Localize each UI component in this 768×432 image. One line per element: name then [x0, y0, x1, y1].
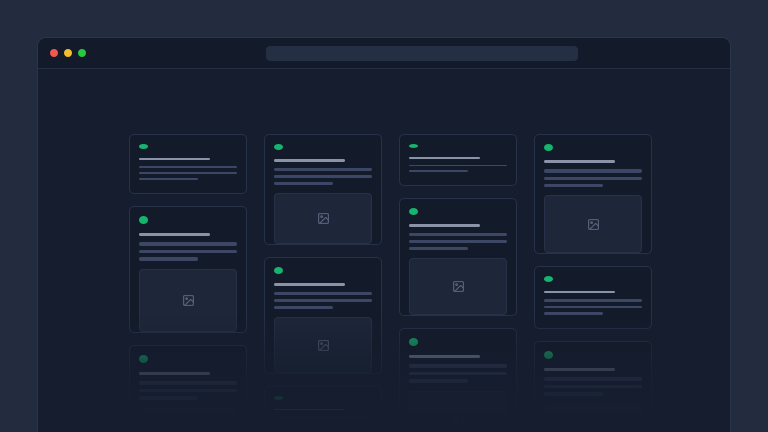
card[interactable]	[129, 345, 247, 432]
body-skeleton-line	[139, 242, 237, 246]
body-skeleton-line	[139, 257, 198, 261]
status-dot	[274, 267, 283, 274]
body-skeleton-line	[139, 171, 237, 174]
body-skeleton-line	[409, 364, 507, 368]
body-skeleton-line	[544, 299, 642, 302]
title-skeleton-line	[139, 232, 210, 237]
card[interactable]	[129, 134, 247, 194]
body-skeleton-line	[139, 249, 237, 254]
card[interactable]	[399, 328, 517, 432]
body-skeleton-line	[139, 396, 198, 400]
title-skeleton-line	[274, 159, 345, 163]
maximize-button[interactable]	[78, 49, 86, 57]
thumbnail-placeholder[interactable]	[544, 403, 642, 432]
body-skeleton-line	[544, 169, 642, 173]
body-skeleton-line	[409, 379, 468, 383]
title-skeleton-line	[409, 354, 480, 359]
title-skeleton-line	[274, 282, 345, 286]
body-skeleton-line	[139, 177, 198, 180]
body-skeleton-line	[409, 371, 507, 376]
thumbnail-placeholder[interactable]	[274, 192, 372, 245]
grid-column-4	[534, 134, 652, 432]
thumbnail-placeholder[interactable]	[274, 317, 372, 374]
masonry-card-grid	[129, 134, 658, 432]
body-skeleton-line	[409, 164, 507, 167]
body-skeleton-line	[274, 299, 372, 303]
thumbnail-placeholder[interactable]	[139, 268, 237, 333]
body-skeleton-line	[409, 240, 507, 244]
body-skeleton-line	[274, 416, 372, 418]
body-skeleton-line	[274, 175, 372, 178]
body-skeleton-line	[544, 183, 603, 188]
body-skeleton-line	[274, 306, 333, 310]
body-skeleton-line	[274, 292, 372, 296]
status-dot	[409, 144, 418, 148]
title-skeleton-line	[409, 156, 480, 159]
grid-column-1	[129, 134, 247, 432]
body-skeleton-line	[139, 381, 237, 385]
status-dot	[139, 144, 148, 149]
title-skeleton-line	[544, 367, 615, 372]
status-dot	[409, 338, 418, 346]
page-content-area	[38, 69, 730, 432]
image-placeholder-icon	[182, 295, 194, 306]
card[interactable]	[399, 198, 517, 316]
status-dot	[139, 216, 148, 224]
thumbnail-placeholder[interactable]	[409, 258, 507, 315]
body-skeleton-line	[139, 388, 237, 393]
title-skeleton-line	[139, 371, 210, 376]
address-bar[interactable]	[266, 46, 578, 61]
body-skeleton-line	[139, 165, 237, 168]
status-dot	[274, 144, 283, 151]
title-skeleton-line	[139, 157, 210, 160]
image-placeholder-icon	[317, 339, 329, 351]
status-dot	[139, 355, 148, 363]
thumbnail-placeholder[interactable]	[544, 195, 642, 254]
status-dot	[544, 351, 553, 359]
title-skeleton-line	[544, 290, 615, 294]
minimize-button[interactable]	[64, 49, 72, 57]
close-button[interactable]	[50, 49, 58, 57]
browser-titlebar	[38, 38, 730, 69]
body-skeleton-line	[409, 247, 468, 251]
body-skeleton-line	[544, 392, 603, 396]
grid-column-3	[399, 134, 517, 432]
image-placeholder-icon	[317, 212, 329, 224]
body-skeleton-line	[544, 312, 603, 316]
grid-column-2	[264, 134, 382, 432]
status-dot	[409, 208, 418, 216]
thumbnail-placeholder[interactable]	[139, 407, 237, 432]
body-skeleton-line	[409, 170, 468, 173]
image-placeholder-icon	[452, 417, 464, 428]
browser-window	[37, 37, 731, 432]
title-skeleton-line	[274, 408, 345, 411]
card[interactable]	[534, 341, 652, 432]
body-skeleton-line	[544, 305, 642, 309]
card[interactable]	[264, 257, 382, 374]
card[interactable]	[534, 134, 652, 254]
body-skeleton-line	[544, 176, 642, 180]
title-skeleton-line	[409, 224, 480, 228]
status-dot	[544, 144, 553, 152]
window-controls	[50, 49, 86, 57]
body-skeleton-line	[544, 384, 642, 389]
status-dot	[274, 396, 283, 400]
body-skeleton-line	[544, 377, 642, 381]
body-skeleton-line	[274, 168, 372, 171]
image-placeholder-icon	[587, 218, 599, 230]
card[interactable]	[264, 386, 382, 432]
card[interactable]	[534, 266, 652, 329]
thumbnail-placeholder[interactable]	[409, 390, 507, 432]
body-skeleton-line	[409, 233, 507, 237]
body-skeleton-line	[274, 181, 333, 185]
card[interactable]	[129, 206, 247, 333]
card[interactable]	[264, 134, 382, 245]
status-dot	[544, 276, 553, 282]
title-skeleton-line	[544, 160, 615, 164]
card[interactable]	[399, 134, 517, 186]
image-placeholder-icon	[452, 281, 464, 293]
